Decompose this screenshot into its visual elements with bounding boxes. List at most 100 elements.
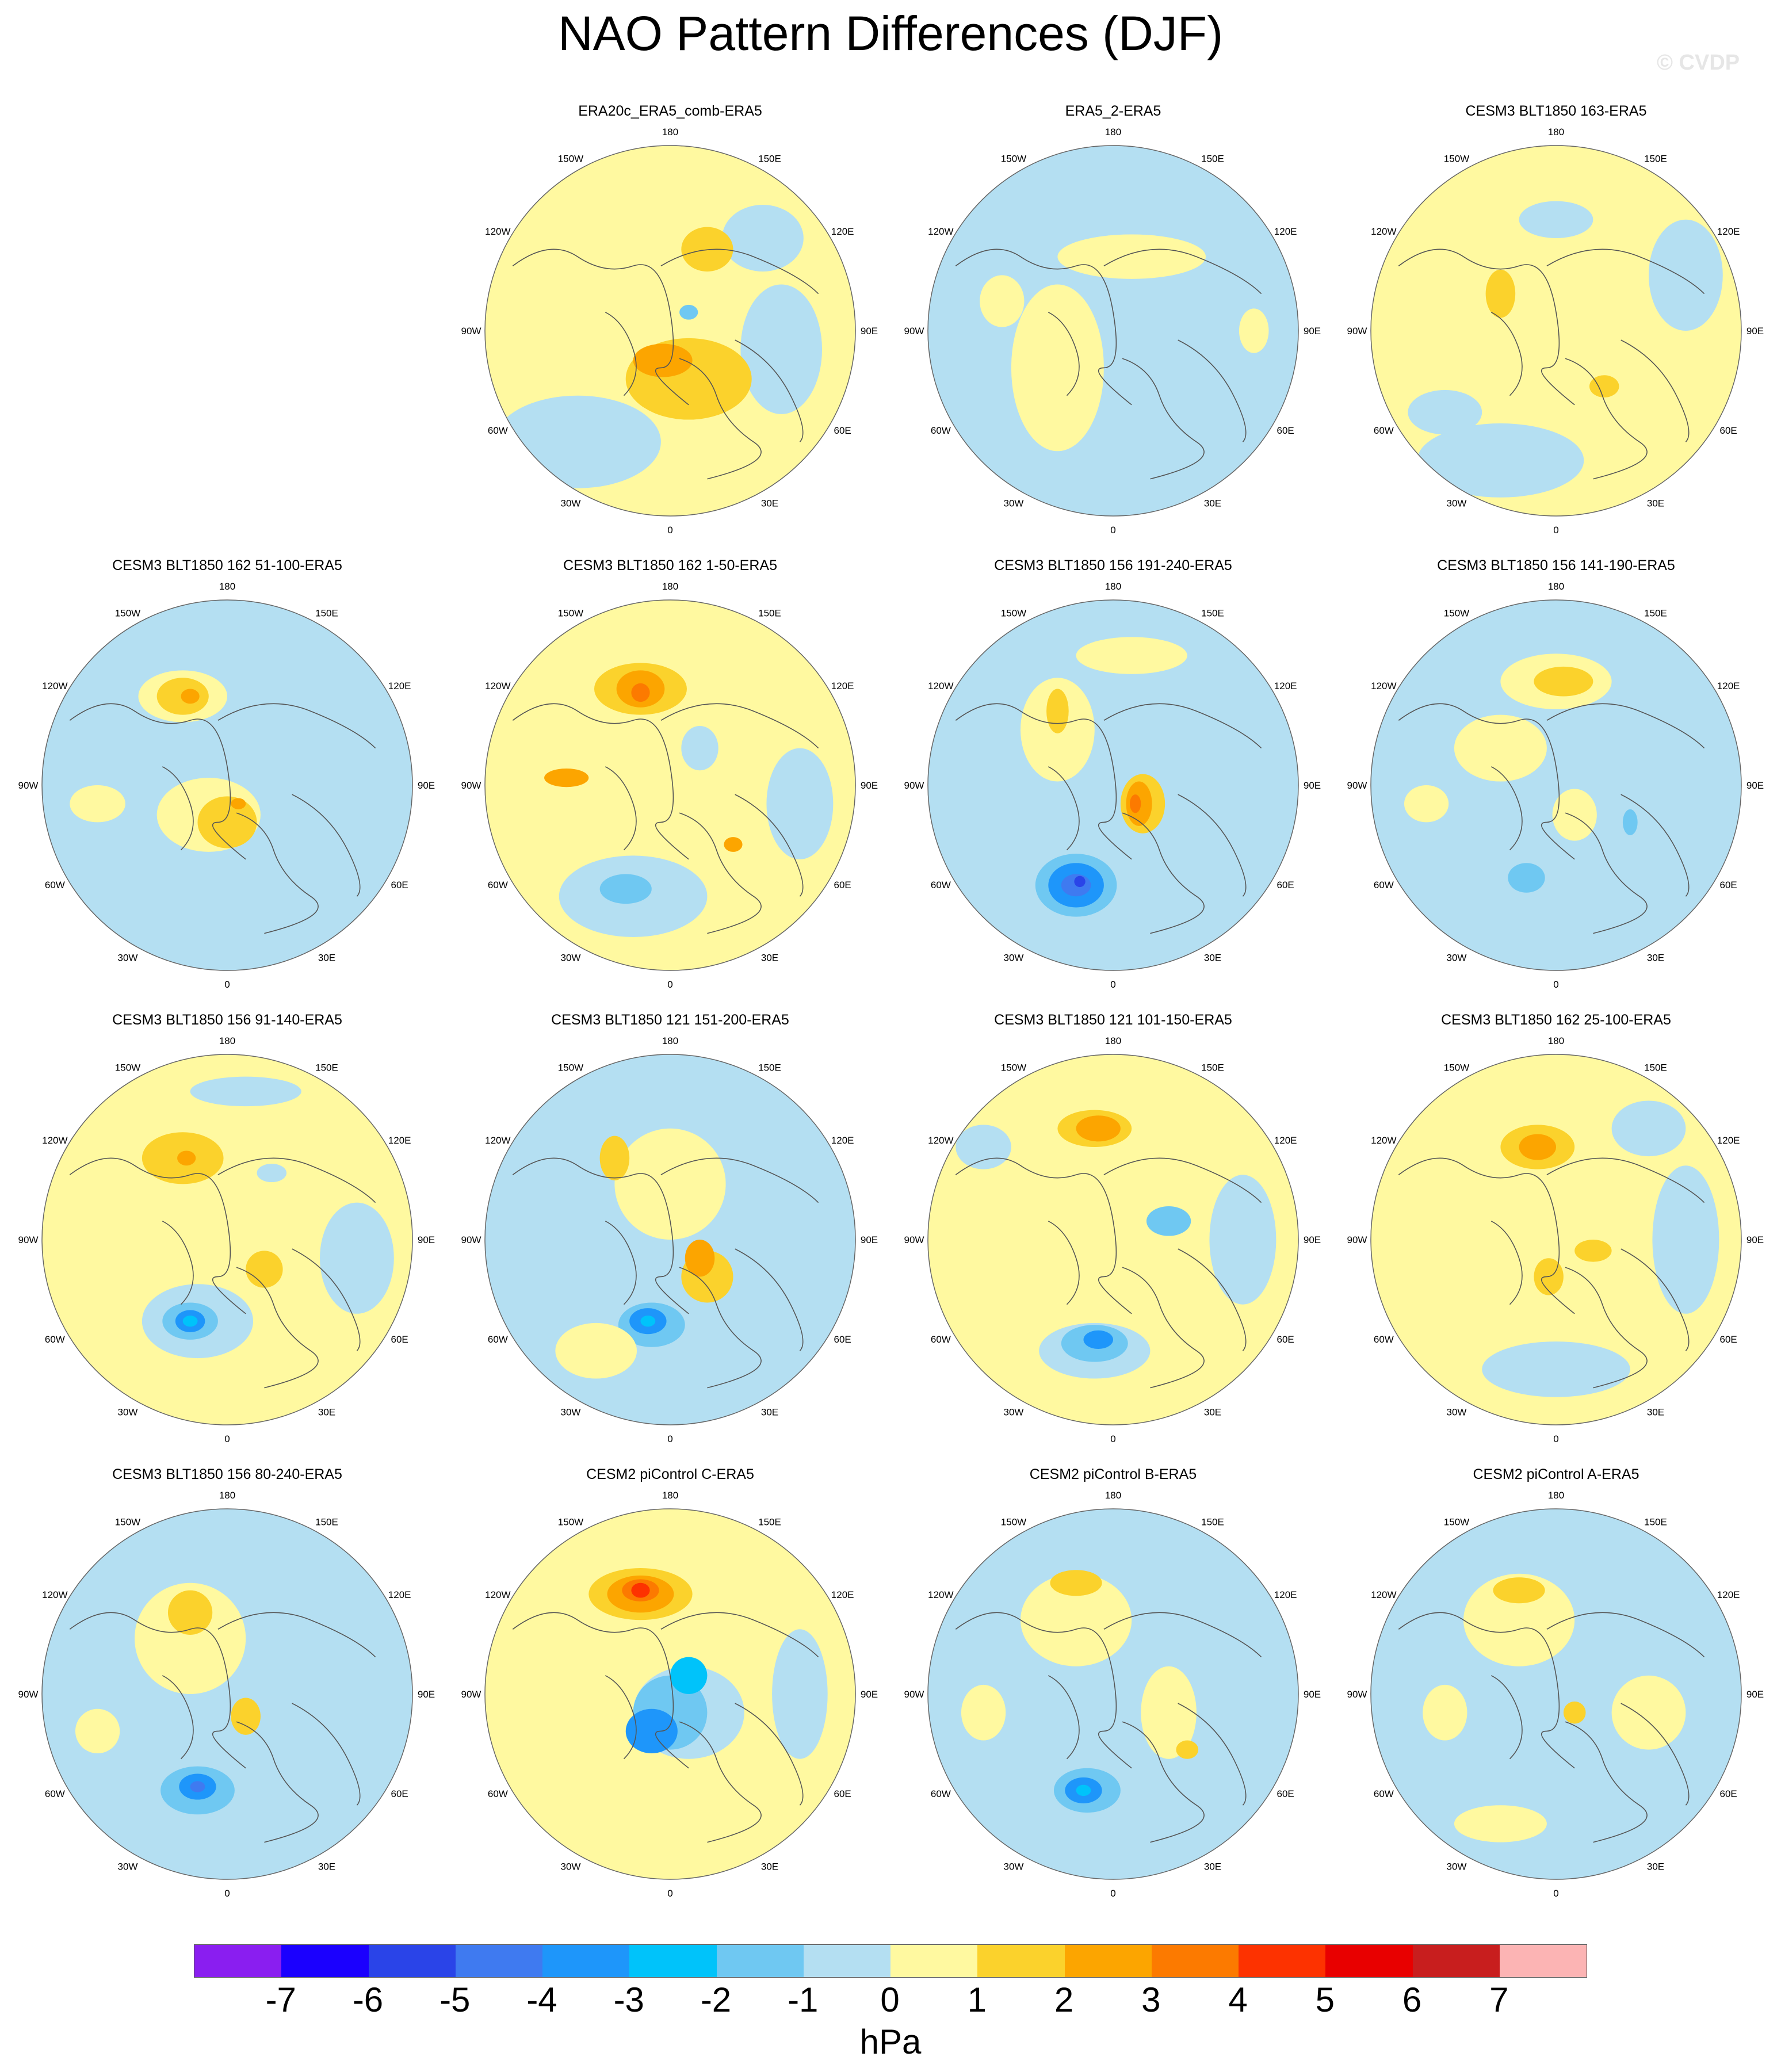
- longitude-label: 180: [219, 581, 235, 592]
- longitude-label: 90E: [418, 1234, 435, 1245]
- colorbar-tick-label: 1: [967, 1981, 987, 2019]
- longitude-label: 0: [667, 1433, 672, 1444]
- longitude-label: 60W: [931, 1788, 951, 1799]
- negative-anomaly-contour: [1417, 423, 1584, 498]
- longitude-label: 90E: [861, 1234, 878, 1245]
- longitude-label: 60E: [391, 1788, 408, 1799]
- positive-anomaly-contour: [1239, 308, 1269, 353]
- map-panel: ERA20c_ERA5_comb-ERA5 180 150E 120E 90E 60E 30…: [461, 103, 878, 536]
- positive-anomaly-contour: [1423, 1684, 1467, 1741]
- panel-title: CESM2 piControl C-ERA5: [586, 1466, 754, 1482]
- positive-anomaly-contour: [633, 343, 693, 377]
- positive-anomaly-contour: [181, 689, 200, 704]
- longitude-label: 150E: [1201, 1062, 1224, 1073]
- longitude-label: 90W: [1347, 326, 1367, 337]
- negative-anomaly-contour: [740, 284, 823, 414]
- positive-anomaly-contour: [1011, 284, 1104, 452]
- longitude-label: 60W: [45, 880, 65, 890]
- longitude-label: 30E: [1647, 498, 1664, 509]
- panel-title: CESM3 BLT1850 121 151-200-ERA5: [551, 1012, 789, 1028]
- longitude-label: 120E: [831, 1135, 854, 1146]
- longitude-label: 180: [1548, 1035, 1564, 1046]
- longitude-label: 60W: [931, 880, 951, 890]
- negative-anomaly-contour: [670, 1657, 708, 1694]
- colorbar-units: hPa: [859, 2023, 922, 2061]
- positive-anomaly-contour: [1493, 1577, 1545, 1604]
- watermark: © CVDP: [1657, 51, 1740, 75]
- longitude-label: 120W: [42, 1135, 67, 1146]
- longitude-label: 30W: [1447, 498, 1467, 509]
- map-panel: CESM2 piControl A-ERA5 180 150E 120E 90E 60E 3…: [1347, 1466, 1764, 1899]
- map-panel: CESM3 BLT1850 162 51-100-ERA5 180 150E 120E…: [18, 557, 435, 990]
- longitude-label: 120E: [1274, 1135, 1297, 1146]
- longitude-label: 150W: [558, 1516, 583, 1527]
- longitude-label: 120E: [1274, 1589, 1297, 1600]
- longitude-label: 120E: [831, 681, 854, 691]
- colorbar-swatch: [716, 1945, 804, 1977]
- longitude-label: 30E: [1647, 1861, 1664, 1872]
- longitude-label: 150E: [758, 1062, 781, 1073]
- negative-anomaly-contour: [1652, 1165, 1719, 1314]
- longitude-label: 30E: [761, 498, 778, 509]
- longitude-label: 60E: [834, 1788, 851, 1799]
- longitude-label: 120E: [388, 1589, 411, 1600]
- positive-anomaly-contour: [197, 796, 257, 848]
- coastline: [955, 1157, 1262, 1389]
- longitude-label: 120W: [928, 1589, 953, 1600]
- longitude-label: 150E: [315, 1062, 338, 1073]
- longitude-label: 180: [219, 1490, 235, 1501]
- coastline: [512, 703, 819, 934]
- panel-title: CESM3 BLT1850 156 80-240-ERA5: [112, 1466, 342, 1482]
- longitude-label: 90W: [904, 326, 924, 337]
- longitude-label: 60W: [488, 425, 508, 436]
- longitude-label: 0: [1553, 1888, 1558, 1899]
- longitude-label: 120W: [1371, 1589, 1396, 1600]
- longitude-label: 60E: [1277, 880, 1294, 890]
- longitude-label: 90E: [1746, 780, 1764, 791]
- positive-anomaly-contour: [599, 1136, 630, 1180]
- map-outline: [41, 1054, 413, 1425]
- positive-anomaly-contour: [961, 1684, 1006, 1741]
- longitude-label: 60E: [834, 1334, 851, 1345]
- longitude-label: 120W: [928, 226, 953, 237]
- longitude-label: 90E: [1304, 1234, 1321, 1245]
- negative-anomaly-contour: [640, 1316, 656, 1327]
- map-outline: [1370, 1508, 1742, 1880]
- positive-anomaly-contour: [1404, 785, 1449, 823]
- longitude-label: 90W: [904, 1689, 924, 1700]
- map-panel: CESM3 BLT1850 156 91-140-ERA5 180 150E 120E…: [18, 1012, 435, 1444]
- positive-anomaly-contour: [1129, 794, 1141, 813]
- positive-anomaly-contour: [724, 837, 743, 852]
- negative-anomaly-contour: [494, 395, 661, 488]
- map-panel: CESM3 BLT1850 162 1-50-ERA5 180 150E 120E 90…: [461, 557, 878, 990]
- map-panel: CESM3 BLT1850 163-ERA5 180 150E 120E 90E 60E 3…: [1347, 103, 1764, 536]
- negative-anomaly-contour: [1083, 1330, 1113, 1349]
- positive-anomaly-contour: [631, 1582, 650, 1598]
- negative-anomaly-contour: [1622, 809, 1638, 835]
- longitude-label: 150W: [1444, 607, 1469, 618]
- longitude-label: 30W: [118, 1861, 138, 1872]
- longitude-label: 120W: [1371, 681, 1396, 691]
- positive-anomaly-contour: [1141, 1666, 1197, 1759]
- colorbar-swatch: [1064, 1945, 1152, 1977]
- map-panel: CESM2 piControl B-ERA5 180 150E 120E 90E 60E 3…: [904, 1466, 1321, 1899]
- longitude-label: 60W: [488, 1788, 508, 1799]
- colorbar-tick-label: -6: [352, 1981, 384, 2019]
- longitude-label: 150E: [1201, 153, 1224, 164]
- longitude-label: 90W: [461, 1689, 481, 1700]
- negative-anomaly-contour: [772, 1629, 828, 1759]
- map-outline: [927, 1508, 1299, 1880]
- colorbar-swatch: [194, 1945, 282, 1977]
- longitude-label: 180: [662, 581, 678, 592]
- negative-anomaly-contour: [599, 874, 652, 904]
- longitude-label: 150W: [1444, 1062, 1469, 1073]
- longitude-label: 120E: [1717, 681, 1740, 691]
- panel-title: CESM3 BLT1850 156 141-190-ERA5: [1437, 557, 1675, 574]
- longitude-label: 0: [224, 1888, 230, 1899]
- map-panel: ERA5_2-ERA5 180 150E 120E 90E 60E 30E 0 30W 60W 90…: [904, 103, 1321, 536]
- longitude-label: 150E: [1644, 1062, 1667, 1073]
- longitude-label: 30W: [1447, 953, 1467, 964]
- negative-anomaly-contour: [190, 1076, 301, 1107]
- panel-title: CESM3 BLT1850 162 25-100-ERA5: [1441, 1012, 1671, 1028]
- longitude-label: 180: [662, 1035, 678, 1046]
